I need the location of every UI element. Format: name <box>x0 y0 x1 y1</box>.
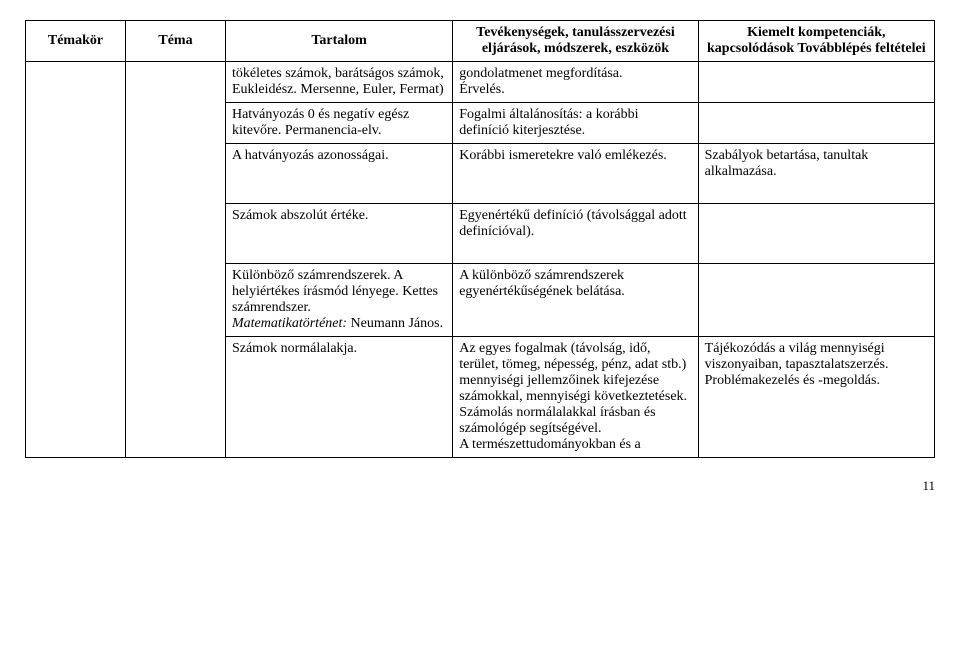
cell-tevekenysegek: Egyenértékű definíció (távolsággal adott… <box>453 204 698 264</box>
cell-tevekenysegek: Az egyes fogalmak (távolság, idő, terüle… <box>453 337 698 458</box>
cell-tartalom: Számok normálalakja. <box>225 337 452 458</box>
cell-tartalom: Számok abszolút értéke. <box>225 204 452 264</box>
cell-tevekenysegek: Korábbi ismeretekre való emlékezés. <box>453 144 698 204</box>
header-row: Témakör Téma Tartalom Tevékenységek, tan… <box>26 21 935 62</box>
cell-kompetenciak: Tájékozódás a világ mennyiségi viszonyai… <box>698 337 934 458</box>
cell-tartalom-text: Különböző számrendszerek. A helyiértékes… <box>232 268 438 315</box>
col-header-tevekenysegek: Tevékenységek, tanulásszervezési eljárás… <box>453 21 698 62</box>
cell-tema <box>125 62 225 458</box>
cell-tartalom-tail: Neumann János. <box>347 316 443 331</box>
cell-kompetenciak: Szabályok betartása, tanultak alkalmazás… <box>698 144 934 204</box>
cell-kompetenciak <box>698 62 934 103</box>
cell-tevekenysegek: A különböző számrendszerek egyenértékűsé… <box>453 264 698 337</box>
cell-tartalom: tökéletes számok, barátságos számok, Euk… <box>225 62 452 103</box>
cell-tevekenysegek: gondolatmenet megfordítása. Érvelés. <box>453 62 698 103</box>
curriculum-table: Témakör Téma Tartalom Tevékenységek, tan… <box>25 20 935 458</box>
col-header-kompetenciak: Kiemelt kompetenciák, kapcsolódások Tová… <box>698 21 934 62</box>
page-number: 11 <box>25 478 935 494</box>
table-row: tökéletes számok, barátságos számok, Euk… <box>26 62 935 103</box>
cell-kompetenciak <box>698 103 934 144</box>
cell-tartalom: Különböző számrendszerek. A helyiértékes… <box>225 264 452 337</box>
cell-tevekenysegek: Fogalmi általánosítás: a korábbi definíc… <box>453 103 698 144</box>
cell-temakor <box>26 62 126 458</box>
cell-tartalom: Hatványozás 0 és negatív egész kitevőre.… <box>225 103 452 144</box>
cell-tartalom-italic: Matematikatörténet: <box>232 316 347 331</box>
cell-tartalom: A hatványozás azonosságai. <box>225 144 452 204</box>
col-header-temakor: Témakör <box>26 21 126 62</box>
cell-kompetenciak <box>698 264 934 337</box>
col-header-tartalom: Tartalom <box>225 21 452 62</box>
col-header-tema: Téma <box>125 21 225 62</box>
cell-kompetenciak <box>698 204 934 264</box>
